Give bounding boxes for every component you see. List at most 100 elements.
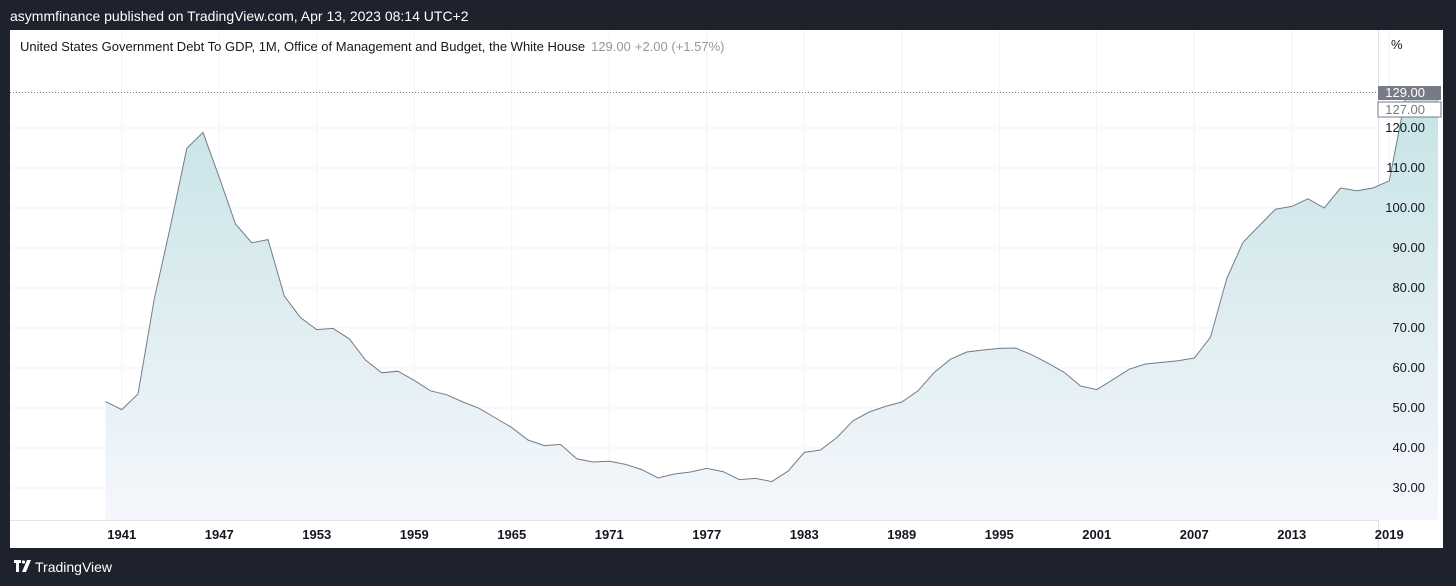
data-point <box>771 481 773 483</box>
data-point <box>1388 180 1390 182</box>
data-point <box>1047 362 1049 364</box>
data-point <box>153 298 155 300</box>
data-point <box>576 458 578 460</box>
data-point <box>1340 187 1342 189</box>
data-point <box>1307 198 1309 200</box>
data-point <box>381 372 383 374</box>
data-point <box>446 394 448 396</box>
data-point <box>885 406 887 408</box>
data-point <box>1112 379 1114 381</box>
area-fill <box>105 96 1438 520</box>
data-point <box>1372 187 1374 189</box>
data-point <box>316 329 318 331</box>
y-tick-label: 100.00 <box>1385 200 1425 215</box>
data-point <box>478 408 480 410</box>
y-tick-label: 80.00 <box>1392 280 1425 295</box>
chart-legend[interactable]: United States Government Debt To GDP, 1M… <box>20 39 724 54</box>
x-tick-label: 1977 <box>692 527 721 542</box>
x-tick-label: 2001 <box>1082 527 1111 542</box>
data-point <box>1063 372 1065 374</box>
data-point <box>998 348 1000 350</box>
y-tick-label: 90.00 <box>1392 240 1425 255</box>
data-point <box>543 445 545 447</box>
data-point <box>1242 242 1244 244</box>
y-tick-label: 110.00 <box>1386 160 1425 175</box>
data-point <box>755 478 757 480</box>
y-tick-label: 70.00 <box>1392 320 1425 335</box>
data-point <box>690 471 692 473</box>
data-point <box>933 372 935 374</box>
data-point <box>267 239 269 241</box>
x-tick-label: 1983 <box>790 527 819 542</box>
publish-header: asymmfinance published on TradingView.co… <box>0 0 1456 30</box>
data-point <box>738 479 740 481</box>
y-tick-label: 40.00 <box>1392 440 1425 455</box>
last-price-label: 129.00 <box>1385 85 1425 100</box>
x-axis[interactable]: 1941 1947 1953 1959 1965 1971 1977 1983 1989 1995… <box>107 527 1403 542</box>
data-point <box>1161 362 1163 364</box>
data-point <box>218 177 220 179</box>
data-point <box>511 427 513 429</box>
data-point <box>1275 208 1277 210</box>
series-change: +2.00 (+1.57%) <box>634 39 725 54</box>
x-tick-label: 2013 <box>1277 527 1306 542</box>
chart-canvas[interactable]: 1941 1947 1953 1959 1965 1971 1977 1983 1989 1995… <box>10 30 1443 548</box>
data-point <box>657 477 659 479</box>
footer-bar: TradingView <box>0 548 1456 586</box>
data-point <box>462 401 464 403</box>
data-point <box>982 349 984 351</box>
data-point <box>170 225 172 227</box>
data-point <box>592 461 594 463</box>
x-tick-label: 1989 <box>887 527 916 542</box>
chart-marks <box>10 92 1439 520</box>
data-point <box>803 452 805 454</box>
data-point <box>1096 389 1098 391</box>
series-last-value: 129.00 <box>591 39 631 54</box>
x-tick-label: 1971 <box>595 527 624 542</box>
x-tick-label: 1941 <box>107 527 136 542</box>
data-point <box>1258 225 1260 227</box>
data-point <box>560 444 562 446</box>
data-point <box>1031 354 1033 356</box>
data-point <box>966 351 968 353</box>
data-point <box>1193 357 1195 359</box>
chart-panel[interactable]: 1941 1947 1953 1959 1965 1971 1977 1983 1989 1995… <box>10 30 1443 548</box>
data-point <box>300 317 302 319</box>
series-title: United States Government Debt To GDP, 1M… <box>20 39 586 54</box>
data-point <box>1080 385 1082 387</box>
data-point <box>868 411 870 413</box>
data-point <box>430 390 432 392</box>
data-point <box>917 390 919 392</box>
x-tick-label: 1995 <box>985 527 1014 542</box>
last-price-label-bg <box>1378 86 1441 100</box>
x-tick-label: 1965 <box>497 527 526 542</box>
y-tick-label: 30.00 <box>1392 480 1425 495</box>
data-point <box>673 473 675 475</box>
data-point <box>1210 336 1212 338</box>
x-tick-label: 2019 <box>1375 527 1404 542</box>
data-point <box>1177 360 1179 362</box>
tradingview-logo-icon <box>14 560 31 572</box>
data-point <box>1226 278 1228 280</box>
data-point <box>348 338 350 340</box>
data-point <box>527 439 529 441</box>
x-tick-label: 1953 <box>302 527 331 542</box>
data-point <box>1356 190 1358 192</box>
data-point <box>105 401 107 403</box>
data-point <box>332 328 334 330</box>
data-point <box>625 464 627 466</box>
data-point <box>787 470 789 472</box>
data-point <box>1128 368 1130 370</box>
data-point <box>1015 347 1017 349</box>
price-axis[interactable]: 30.00 40.00 50.00 60.00 70.00 80.00 90.00 100.0… <box>1377 85 1442 495</box>
data-point <box>202 132 204 134</box>
data-point <box>413 380 415 382</box>
data-point <box>608 460 610 462</box>
data-point <box>706 468 708 470</box>
prev-price-label: 127.00 <box>1385 102 1425 117</box>
data-point <box>820 449 822 451</box>
data-point <box>495 417 497 419</box>
data-point <box>1145 363 1147 365</box>
data-point <box>950 358 952 360</box>
data-point <box>722 471 724 473</box>
